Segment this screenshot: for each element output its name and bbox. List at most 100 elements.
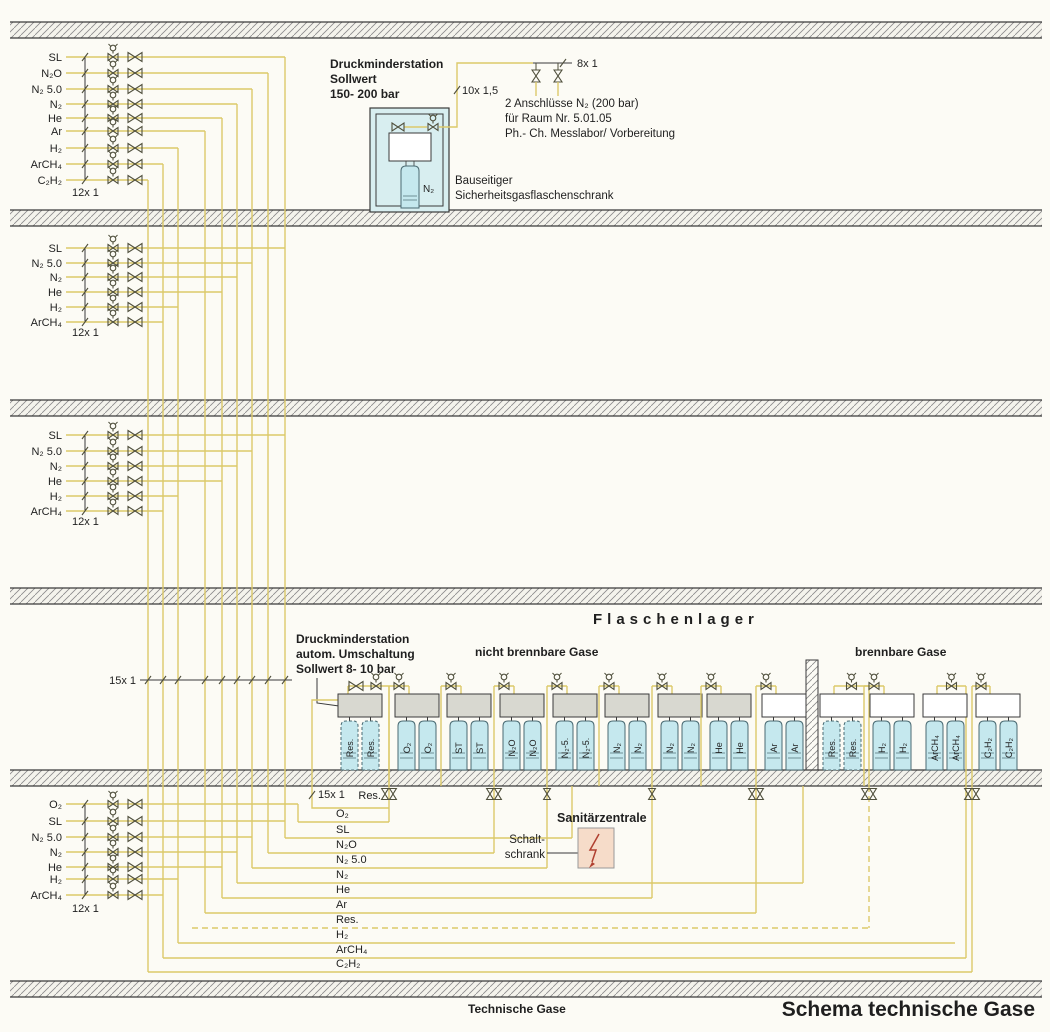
shutoff-valve-icon: [493, 787, 503, 801]
pressure-regulator-icon: [705, 681, 717, 691]
gas-label: ArCH₄: [31, 159, 63, 171]
bottle-label: He: [735, 742, 745, 754]
pressure-regulator-icon: [610, 672, 614, 677]
gas-label: N₂: [50, 847, 62, 859]
pressure-regulator-icon: [107, 430, 119, 440]
shutoff-valve-icon: [391, 121, 405, 133]
pressure-regulator-icon: [712, 672, 716, 677]
cabinet-caption: Bauseitiger Sicherheitsgasflaschenschran…: [455, 174, 614, 204]
pressure-regulator-icon: [393, 681, 405, 691]
run-label: Ar: [336, 899, 347, 911]
bottle-label: ST: [454, 742, 464, 754]
manifold-box: [819, 693, 865, 718]
pressure-regulator-icon: [109, 250, 117, 258]
bottle-label: Ar: [769, 743, 779, 752]
pressure-regulator-icon: [114, 117, 118, 122]
pressure-regulator-icon: [108, 59, 112, 64]
shutoff-valve-icon: [552, 69, 564, 83]
pressure-regulator-icon: [109, 498, 117, 506]
bottle-label: H₂: [877, 743, 887, 753]
gas-label: Ar: [51, 126, 62, 138]
pressure-regulator-icon: [377, 672, 381, 677]
floor-slab-hatch: [10, 400, 1042, 416]
dimension-tick-icon: [81, 99, 89, 109]
schaltschrank-label: Schalt- schrank: [499, 833, 545, 863]
pressure-regulator-icon: [109, 808, 117, 816]
pressure-regulator-icon: [114, 90, 118, 95]
pressure-regulator-icon: [114, 482, 118, 487]
pressure-regulator-icon: [868, 681, 880, 691]
gas-label: H₂: [50, 143, 62, 155]
pressure-regulator-icon: [976, 672, 980, 677]
shutoff-valve-icon: [127, 125, 143, 137]
pressure-regulator-icon: [952, 672, 957, 677]
dimension-tick-icon: [81, 476, 89, 486]
pressure-regulator-icon: [114, 249, 118, 254]
pressure-regulator-icon: [108, 823, 112, 828]
gas-label: ArCH₄: [31, 890, 63, 902]
dimension-tick-icon: [81, 862, 89, 872]
pressure-regulator-icon: [505, 672, 509, 677]
pressure-regulator-icon: [108, 790, 112, 795]
gas-label: H₂: [50, 874, 62, 886]
shutoff-valve-icon: [127, 490, 143, 502]
pressure-regulator-icon: [845, 681, 858, 691]
run-label: C₂H₂: [336, 958, 360, 970]
manifold-box: [499, 693, 545, 718]
pressure-regulator-icon: [109, 309, 117, 317]
pressure-regulator-icon: [114, 263, 118, 268]
gas-label: N₂: [50, 461, 62, 473]
manifold-box: [394, 693, 440, 718]
shutoff-valve-icon: [868, 787, 878, 801]
bottle-label: He: [714, 742, 724, 754]
pressure-regulator-icon: [107, 317, 119, 327]
bottle-label: C₂H₂: [983, 738, 993, 758]
pressure-regulator-icon: [400, 672, 404, 677]
pressure-regulator-icon: [762, 673, 770, 681]
bottle-label: ArCH₄: [951, 735, 961, 761]
connection-note: 2 Anschlüsse N₂ (200 bar) für Raum Nr. 5…: [505, 97, 675, 142]
floor-slab-hatch: [10, 22, 1042, 38]
pipe-size-label: 12x 1: [72, 516, 99, 528]
pressure-regulator-icon: [707, 673, 715, 681]
pressure-regulator-icon: [107, 874, 119, 884]
pipe-reserve-line: [311, 699, 389, 809]
pressure-regulator-icon: [109, 264, 117, 272]
shutoff-valve-icon: [127, 286, 143, 298]
bottle-label: ArCH₄: [930, 735, 940, 761]
pressure-regulator-icon: [109, 60, 117, 68]
shutoff-valve-icon: [127, 257, 143, 269]
gas-label: N₂ 5.0: [31, 832, 62, 844]
gas-label: ArCH₄: [31, 317, 63, 329]
manifold-box: [761, 693, 807, 718]
dimension-tick-icon: [81, 113, 89, 123]
dimension-tick-icon: [81, 317, 89, 327]
dimension-tick-icon: [218, 675, 226, 685]
pressure-regulator-icon: [107, 302, 119, 312]
shutoff-valve-icon: [127, 142, 143, 154]
pressure-regulator-icon: [977, 673, 985, 681]
shutoff-valve-icon: [127, 831, 143, 843]
pressure-regulator-icon: [656, 681, 668, 691]
dimension-tick-icon: [81, 847, 89, 857]
shutoff-valve-icon: [542, 787, 552, 801]
run-label: Res.: [336, 914, 359, 926]
pressure-regulator-icon: [107, 143, 119, 153]
run-label: O₂: [336, 808, 349, 820]
reserve-label: Res.: [358, 790, 381, 802]
pressure-regulator-icon: [114, 467, 118, 472]
pressure-regulator-icon: [869, 672, 873, 677]
pressure-regulator-icon: [108, 278, 112, 283]
pressure-regulator-icon: [982, 672, 986, 677]
pressure-regulator-icon: [658, 673, 666, 681]
pressure-regulator-icon: [114, 43, 118, 48]
note-line: Druckminderstation: [296, 632, 410, 646]
bottle-label: N₂: [686, 743, 696, 753]
pressure-regulator-icon: [604, 672, 608, 677]
bottle-label: N₂-5.: [581, 738, 591, 759]
pressure-regulator-icon: [500, 673, 508, 681]
pressure-regulator-icon: [945, 681, 958, 691]
bottle-label: Res.: [345, 739, 355, 758]
pressure-regulator-icon: [447, 673, 455, 681]
bottle-label: N₂O: [507, 740, 517, 757]
